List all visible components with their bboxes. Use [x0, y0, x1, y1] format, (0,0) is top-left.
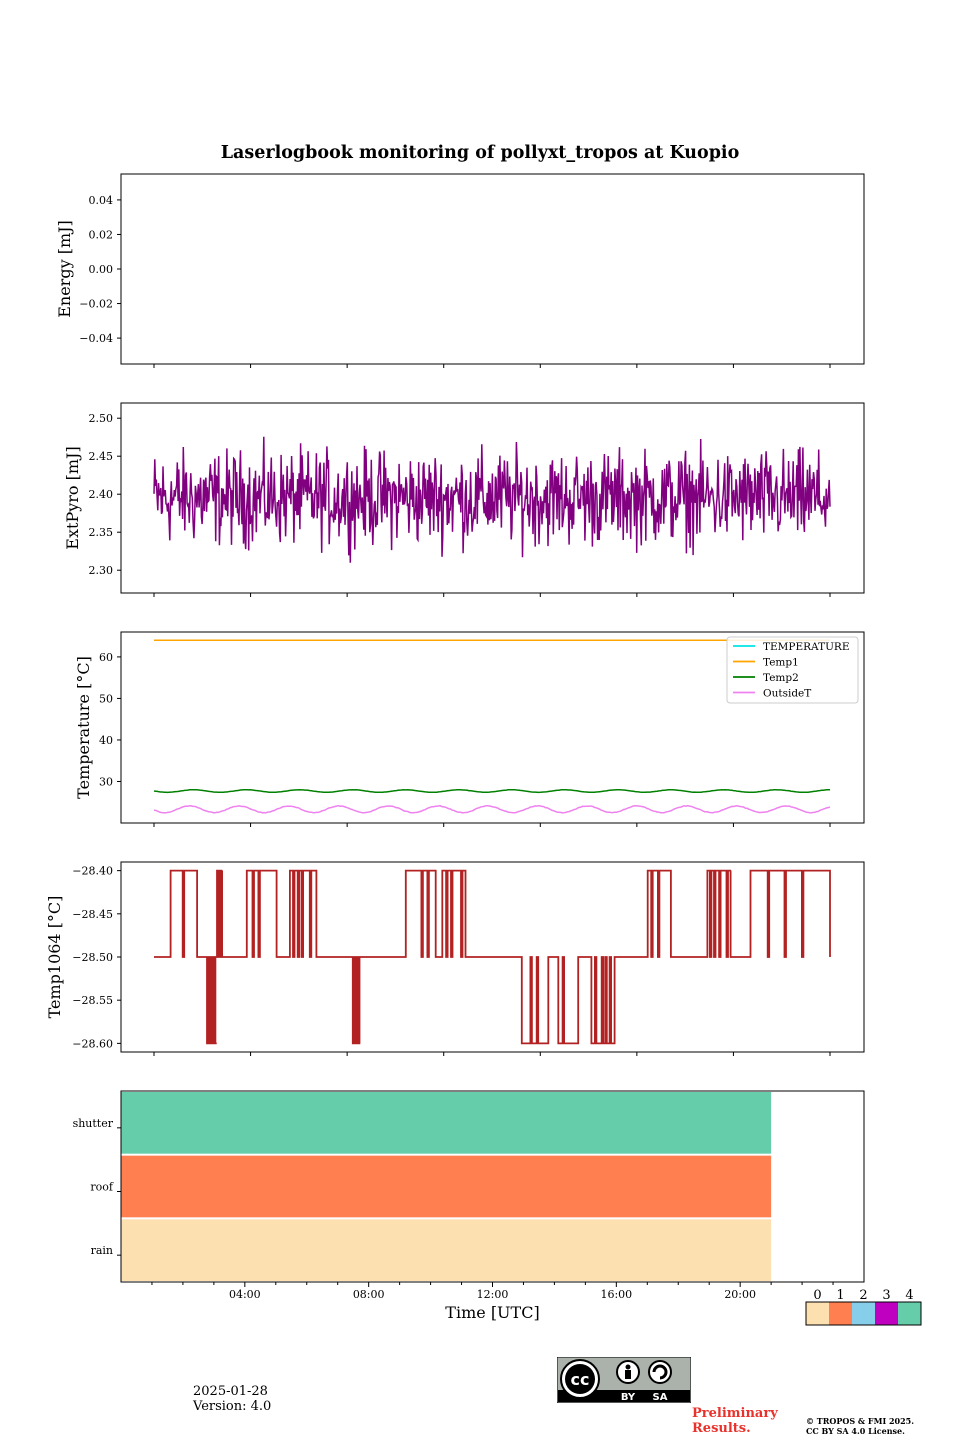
y-axis-label: Temp1064 [°C] — [45, 896, 64, 1019]
y-tick-label: 2.50 — [89, 412, 114, 425]
legend-box — [726, 636, 859, 704]
y-tick-label: −0.02 — [79, 298, 113, 311]
license-sa-label: SA — [653, 1392, 668, 1403]
temp2-series-line — [153, 788, 831, 794]
preliminary-results-note: Preliminary Results. — [692, 1406, 778, 1436]
colorbar-tick-label: 2 — [859, 1288, 867, 1303]
y-tick-label: 0.02 — [89, 228, 114, 241]
footer-version: Version: 4.0 — [193, 1399, 272, 1414]
energy-panel-frame — [120, 173, 865, 365]
colorbar-swatch — [806, 1302, 829, 1325]
status-row-shutter — [121, 1092, 772, 1154]
x-axis-label: Time [UTC] — [445, 1303, 539, 1322]
cc-by-sa-license-icon: cc BY SA — [556, 1356, 692, 1404]
preliminary-line-2: Results. — [692, 1421, 751, 1436]
colorbar-frame — [805, 1301, 922, 1326]
colorbar-tick-label: 0 — [813, 1288, 821, 1303]
temp1064-series-line — [154, 869, 831, 1045]
y-tick-label: 0.04 — [89, 194, 114, 207]
outsidet-series-line — [153, 804, 831, 814]
y-tick-label: 2.30 — [89, 564, 114, 577]
y-tick-label: −28.60 — [72, 1037, 113, 1050]
y-axis-label: Energy [mJ] — [55, 220, 74, 318]
temperature-panel-frame — [120, 631, 865, 824]
svg-text:cc: cc — [571, 1370, 590, 1389]
extpyro-panel-frame — [120, 402, 865, 594]
legend-entry: Temp1 — [763, 657, 799, 669]
x-tick-label: 20:00 — [724, 1288, 756, 1301]
legend-entry: Temp2 — [763, 672, 799, 684]
colorbar-tick-label: 3 — [882, 1288, 890, 1303]
y-tick-label: 0.00 — [89, 263, 114, 276]
colorbar-tick-label: 1 — [836, 1288, 844, 1303]
colorbar-swatch — [829, 1302, 852, 1325]
y-tick-label: 30 — [99, 775, 113, 788]
colorbar-swatch — [898, 1302, 921, 1325]
legend-entry: TEMPERATURE — [763, 641, 850, 653]
chart-title: Laserlogbook monitoring of pollyxt_tropo… — [221, 143, 740, 163]
y-tick-label: −28.50 — [72, 951, 113, 964]
x-tick-label: 12:00 — [477, 1288, 509, 1301]
y-tick-label: 2.35 — [89, 526, 114, 539]
y-axis-label: Temperature [°C] — [74, 656, 93, 799]
status-row-label: roof — [90, 1181, 114, 1194]
y-tick-label: −28.45 — [72, 908, 113, 921]
y-tick-label: 40 — [99, 734, 113, 747]
y-tick-label: −28.40 — [72, 865, 113, 878]
x-tick-label: 08:00 — [353, 1288, 385, 1301]
y-tick-label: 2.40 — [89, 488, 114, 501]
y-tick-label: −28.55 — [72, 994, 113, 1007]
status-row-label: shutter — [73, 1117, 114, 1130]
status-row-label: rain — [91, 1244, 113, 1257]
status-row-rain — [121, 1219, 772, 1281]
legend-entry: OutsideT — [763, 688, 811, 700]
x-tick-label: 04:00 — [229, 1288, 261, 1301]
footer-date: 2025-01-28 — [193, 1384, 268, 1399]
copyright-line-2: CC BY SA 4.0 License. — [806, 1426, 905, 1436]
colorbar-swatch — [875, 1302, 898, 1325]
license-by-label: BY — [621, 1392, 636, 1403]
y-tick-label: −0.04 — [79, 332, 113, 345]
y-axis-label: ExtPyro [mJ] — [63, 446, 82, 549]
y-tick-label: 50 — [99, 692, 113, 705]
preliminary-line-1: Preliminary — [692, 1406, 778, 1421]
copyright-line-1: © TROPOS & FMI 2025. — [806, 1416, 915, 1426]
colorbar-tick-label: 4 — [905, 1288, 913, 1303]
y-tick-label: 60 — [99, 651, 113, 664]
colorbar-swatch — [852, 1302, 875, 1325]
extpyro-series-line — [153, 436, 831, 563]
footer-date-version: 2025-01-28 Version: 4.0 — [193, 1384, 271, 1414]
copyright-note: © TROPOS & FMI 2025. CC BY SA 4.0 Licens… — [806, 1416, 914, 1436]
x-tick-label: 16:00 — [600, 1288, 632, 1301]
y-tick-label: 2.45 — [89, 450, 114, 463]
status-row-roof — [121, 1155, 772, 1218]
